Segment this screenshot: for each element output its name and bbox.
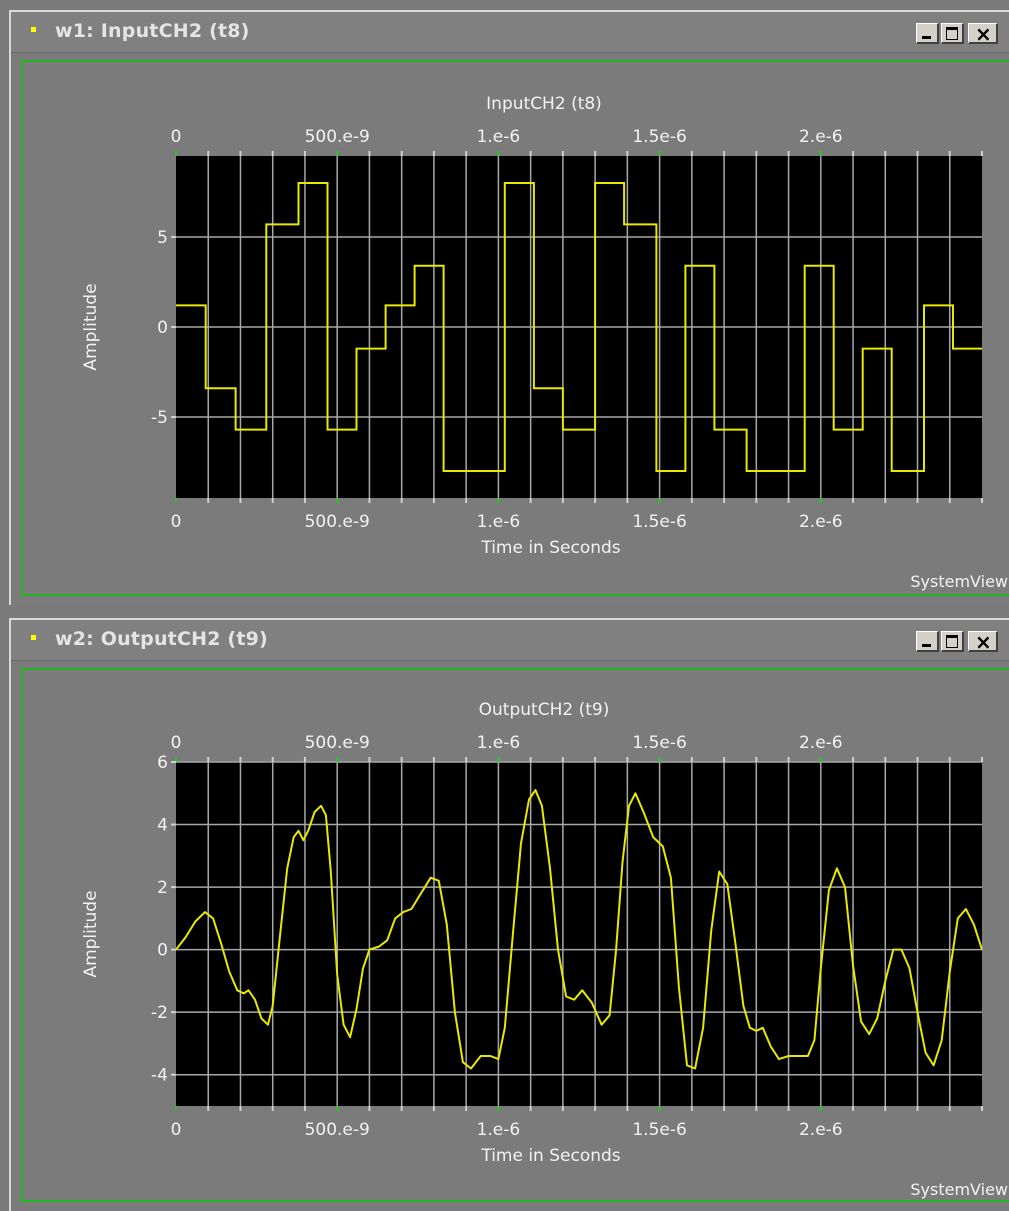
plot-area xyxy=(176,762,982,1106)
x-tick-label-bottom: 500.e-9 xyxy=(305,512,370,532)
chart-title: InputCH2 (t8) xyxy=(486,94,602,114)
maximize-icon[interactable] xyxy=(941,23,964,44)
close-glyph: × xyxy=(975,22,992,46)
window-title: w2: OutputCH2 (t9) xyxy=(55,628,268,650)
chart-title: OutputCH2 (t9) xyxy=(479,700,610,720)
x-axis-label: Time in Seconds xyxy=(480,1146,620,1166)
minimize-icon[interactable] xyxy=(916,23,939,44)
series-trace xyxy=(176,182,982,472)
x-tick-label-top: 2.e-6 xyxy=(799,127,843,147)
x-tick-label-bottom: 1.e-6 xyxy=(477,1120,521,1140)
window-titlebar[interactable]: w2: OutputCH2 (t9) × xyxy=(11,620,1009,661)
window-indicator-icon xyxy=(31,27,36,32)
y-tick-label: 4 xyxy=(157,816,168,836)
x-tick-label-top: 1.e-6 xyxy=(477,127,521,147)
plot-frame: OutputCH2 (t9) 0 0 500.e-9 500.e-9 1.e-6 1.e-6… xyxy=(21,668,1009,1202)
close-icon[interactable]: × xyxy=(968,22,998,46)
y-axis-label: Amplitude xyxy=(81,283,101,370)
y-tick-label: 2 xyxy=(157,878,168,898)
window-title: w1: InputCH2 (t8) xyxy=(55,20,250,42)
x-tick-label-bottom: 1.5e-6 xyxy=(632,512,686,532)
window-indicator-icon xyxy=(31,635,36,640)
x-tick-label-top: 2.e-6 xyxy=(799,733,843,753)
x-tick-label-top: 1.5e-6 xyxy=(632,127,686,147)
plot-frame: InputCH2 (t8) 0 0 500.e-9 500.e-9 1.e-6 1.e-6 1… xyxy=(21,60,1009,596)
chart-output[interactable]: OutputCH2 (t9) 0 0 500.e-9 500.e-9 1.e-6 1.e-6… xyxy=(23,670,1009,1210)
x-tick-label-bottom: 500.e-9 xyxy=(305,1120,370,1140)
chart-input[interactable]: InputCH2 (t8) 0 0 500.e-9 500.e-9 1.e-6 1.e-6 1… xyxy=(23,62,1009,602)
y-tick-label: -5 xyxy=(151,408,168,428)
series-trace xyxy=(175,789,983,1070)
y-tick-label: -2 xyxy=(151,1003,168,1023)
y-tick-label: 5 xyxy=(157,228,168,248)
x-tick-label-top: 500.e-9 xyxy=(305,733,370,753)
x-tick-label-bottom: 2.e-6 xyxy=(799,1120,843,1140)
maximize-icon[interactable] xyxy=(941,631,964,652)
brand-label: SystemView xyxy=(910,1180,1008,1199)
x-tick-label-top: 0 xyxy=(171,733,182,753)
x-tick-label-bottom: 0 xyxy=(171,1120,182,1140)
y-tick-label: 0 xyxy=(157,318,168,338)
x-tick-label-top: 0 xyxy=(171,127,182,147)
x-tick-label-top: 1.e-6 xyxy=(477,733,521,753)
x-tick-label-bottom: 1.e-6 xyxy=(477,512,521,532)
x-tick-label-top: 1.5e-6 xyxy=(632,733,686,753)
plot-window-input[interactable]: w1: InputCH2 (t8) × InputCH2 (t8) 0 0 500.e… xyxy=(9,10,1009,605)
x-tick-label-top: 500.e-9 xyxy=(305,127,370,147)
close-icon[interactable]: × xyxy=(968,630,998,654)
y-axis-label: Amplitude xyxy=(81,890,101,977)
y-tick-label: 6 xyxy=(157,753,168,773)
plot-window-output[interactable]: w2: OutputCH2 (t9) × OutputCH2 (t9) 0 0 500… xyxy=(9,618,1009,1211)
minimize-icon[interactable] xyxy=(916,631,939,652)
close-glyph: × xyxy=(975,630,992,654)
x-axis-label: Time in Seconds xyxy=(480,538,620,558)
x-tick-label-bottom: 0 xyxy=(171,512,182,532)
x-tick-label-bottom: 1.5e-6 xyxy=(632,1120,686,1140)
x-tick-label-bottom: 2.e-6 xyxy=(799,512,843,532)
y-tick-label: 0 xyxy=(157,941,168,961)
brand-label: SystemView xyxy=(910,572,1008,591)
y-tick-label: -4 xyxy=(151,1066,168,1086)
window-titlebar[interactable]: w1: InputCH2 (t8) × xyxy=(11,12,1009,53)
